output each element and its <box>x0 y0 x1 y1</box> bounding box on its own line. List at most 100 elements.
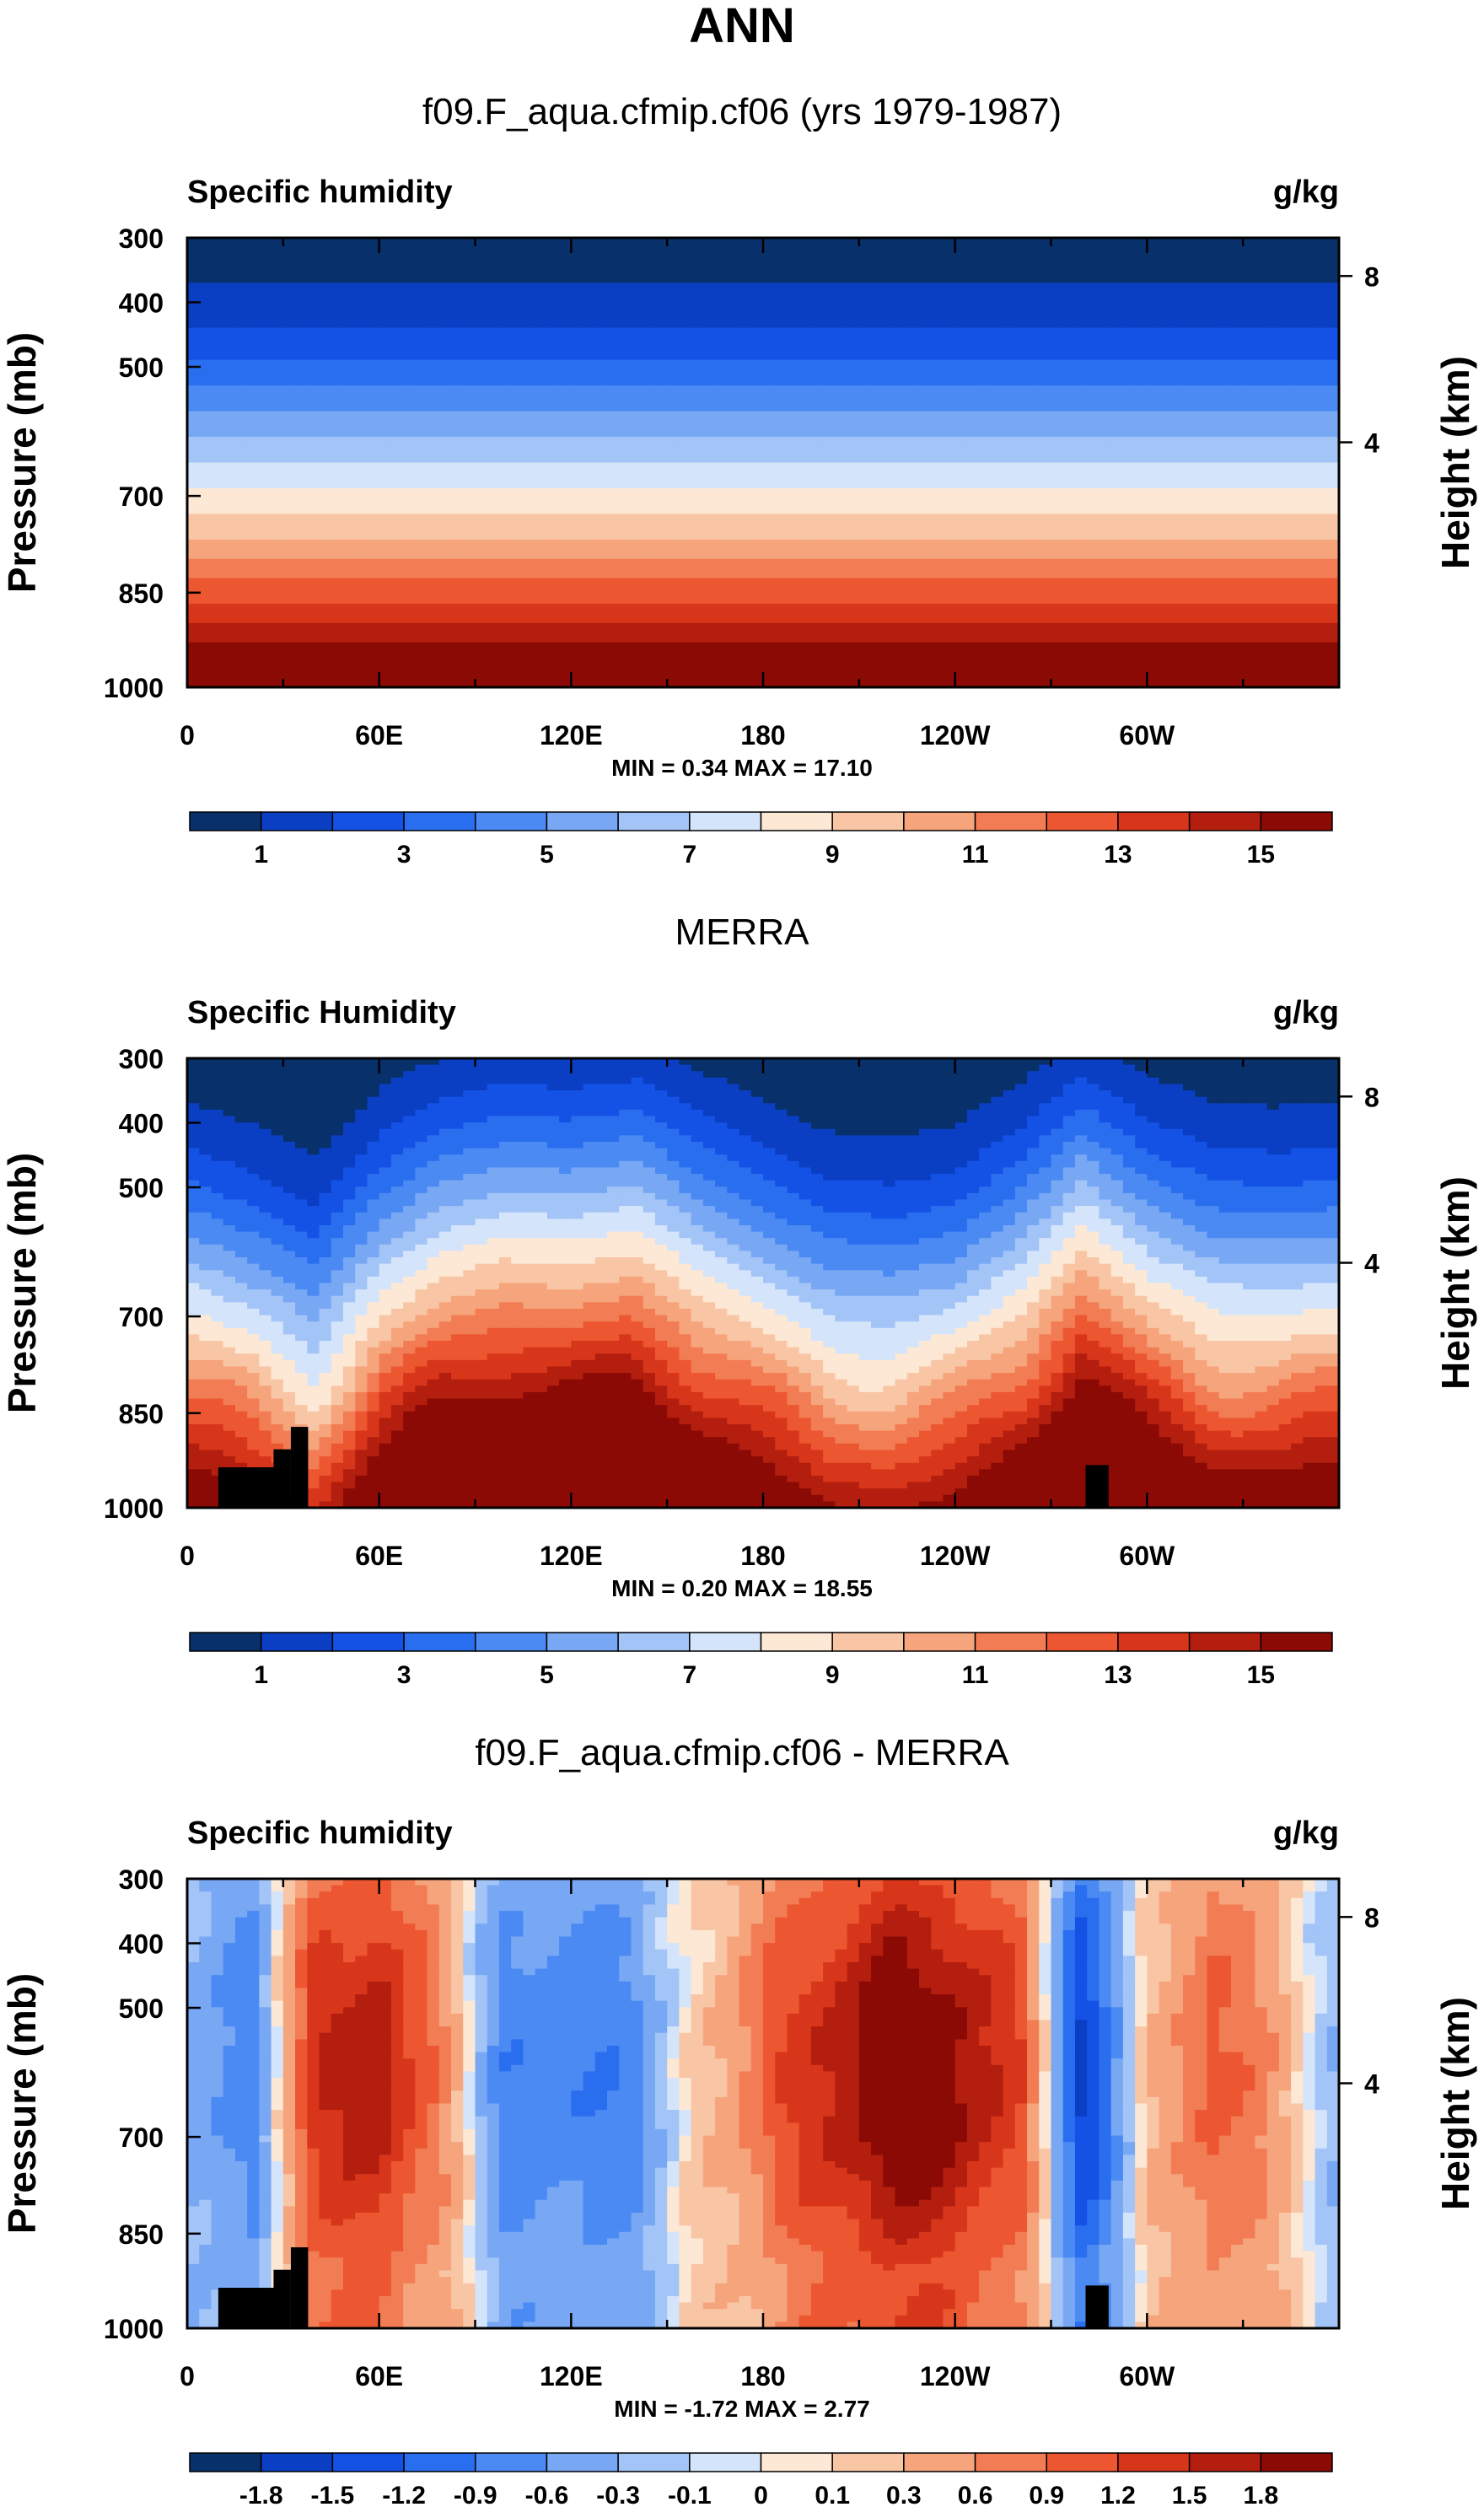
contour-cell <box>1110 320 1124 329</box>
contour-cell <box>355 391 368 399</box>
contour-cell <box>1039 353 1052 361</box>
contour-cell <box>594 270 608 277</box>
contour-cell <box>187 571 200 579</box>
contour-cell <box>355 366 368 374</box>
contour-cell <box>883 276 896 283</box>
contour-cell <box>966 315 980 322</box>
contour-cell <box>1110 417 1124 425</box>
contour-cell <box>438 288 452 297</box>
contour-cell <box>895 250 908 258</box>
contour-cell <box>271 487 284 496</box>
contour-cell <box>319 423 332 432</box>
contour-cell <box>1039 546 1052 553</box>
contour-cell <box>571 546 584 553</box>
contour-cell <box>1230 244 1244 251</box>
contour-cell <box>954 366 968 374</box>
contour-cell <box>438 359 452 367</box>
contour-cell <box>798 256 812 265</box>
contour-cell <box>691 565 704 573</box>
contour-cell <box>798 469 812 476</box>
contour-cell <box>1122 494 1136 502</box>
contour-cell <box>1266 366 1280 374</box>
contour-cell <box>643 359 656 367</box>
contour-cell <box>403 430 416 438</box>
contour-cell <box>1099 295 1112 303</box>
contour-cell <box>883 462 896 470</box>
contour-cell <box>390 437 404 444</box>
contour-cell <box>1135 353 1148 361</box>
contour-cell <box>763 295 776 303</box>
contour-cell <box>523 462 536 470</box>
contour-cell <box>523 366 536 374</box>
contour-cell <box>847 327 860 335</box>
contour-cell <box>511 256 524 265</box>
contour-cell <box>498 526 512 534</box>
contour-cell <box>918 494 932 502</box>
contour-cell <box>918 462 932 470</box>
contour-cell <box>883 552 896 560</box>
contour-cell <box>1218 315 1232 322</box>
contour-cell <box>1003 417 1016 425</box>
contour-cell <box>438 372 452 380</box>
contour-cell <box>954 449 968 457</box>
contour-cell <box>943 334 956 342</box>
contour-cell <box>451 295 464 303</box>
contour-cell <box>1099 288 1112 297</box>
contour-cell <box>715 379 728 386</box>
contour-cell <box>1195 417 1208 425</box>
contour-cell <box>835 404 848 412</box>
contour-cell <box>798 359 812 367</box>
contour-cell <box>1278 443 1292 450</box>
contour-cell <box>810 372 824 380</box>
contour-cell <box>1062 263 1076 271</box>
contour-cell <box>1230 520 1244 528</box>
contour-cell <box>367 327 380 335</box>
contour-cell <box>367 462 380 470</box>
contour-cell <box>583 558 596 566</box>
contour-cell <box>295 565 308 573</box>
contour-cell <box>367 449 380 457</box>
contour-cell <box>1039 565 1052 573</box>
contour-cell <box>1062 565 1076 573</box>
contour-cell <box>607 404 620 412</box>
contour-cell <box>211 353 224 361</box>
contour-cell <box>498 327 512 335</box>
contour-cell <box>427 552 440 560</box>
contour-cell <box>619 481 632 489</box>
contour-cell <box>223 359 236 367</box>
contour-cell <box>954 507 968 515</box>
contour-cell <box>715 347 728 354</box>
contour-cell <box>1315 565 1328 573</box>
contour-cell <box>1039 302 1052 309</box>
contour-cell <box>871 443 884 450</box>
contour-cell <box>1315 327 1328 335</box>
contour-cell <box>1326 481 1340 489</box>
contour-cell <box>1326 539 1340 547</box>
contour-cell <box>1014 276 1028 283</box>
contour-cell <box>498 308 512 315</box>
contour-cell <box>319 526 332 534</box>
contour-cell <box>463 353 476 361</box>
contour-cell <box>654 481 668 489</box>
contour-cell <box>571 340 584 348</box>
contour-cell <box>858 320 872 329</box>
contour-cell <box>211 520 224 528</box>
contour-cell <box>427 423 440 432</box>
contour-cell <box>643 315 656 322</box>
contour-cell <box>763 423 776 432</box>
contour-cell <box>1303 404 1316 412</box>
contour-cell <box>966 263 980 271</box>
contour-cell <box>871 320 884 329</box>
contour-cell <box>1315 334 1328 342</box>
contour-cell <box>247 462 260 470</box>
contour-cell <box>871 372 884 380</box>
contour-cell <box>1255 546 1268 553</box>
contour-cell <box>679 270 692 277</box>
contour-cell <box>1243 437 1255 444</box>
contour-cell <box>979 347 992 354</box>
contour-cell <box>847 263 860 271</box>
contour-cell <box>1195 250 1208 258</box>
contour-cell <box>1039 481 1052 489</box>
contour-cell <box>1087 320 1100 329</box>
contour-cell <box>691 526 704 534</box>
